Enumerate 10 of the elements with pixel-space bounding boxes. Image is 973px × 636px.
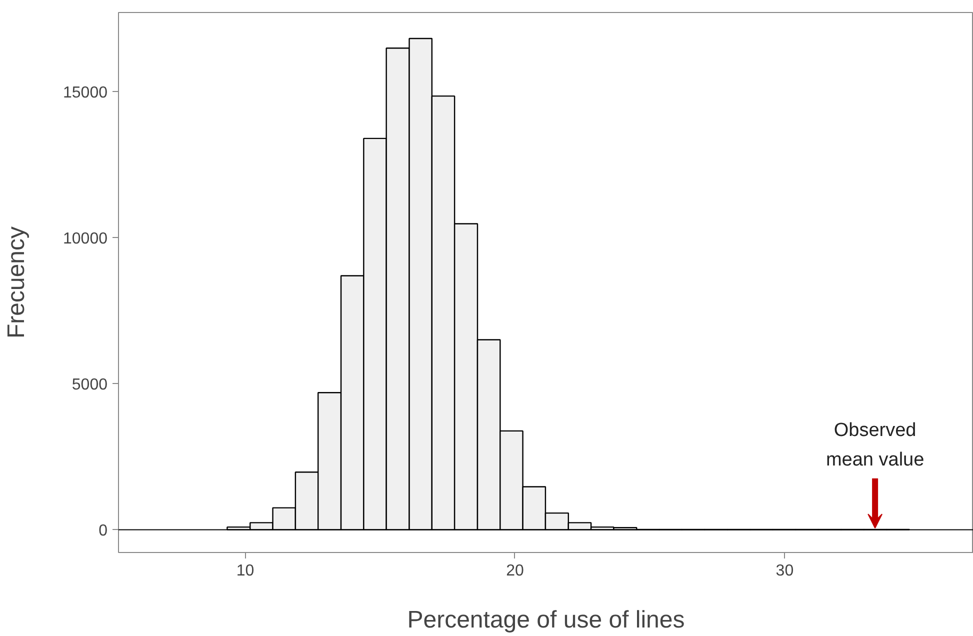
y-axis-title: Frecuency	[3, 226, 30, 339]
y-tick-label: 0	[98, 522, 108, 540]
y-tick-label: 5000	[72, 376, 108, 394]
annotation: Observed mean value	[826, 420, 924, 470]
x-axis-title: Percentage of use of lines	[407, 606, 685, 634]
y-tick-label: 10000	[63, 230, 108, 248]
y-tick-label: 15000	[63, 84, 108, 102]
x-tick-label: 20	[506, 562, 524, 580]
x-tick-label: 30	[776, 562, 794, 580]
x-tick-label: 10	[236, 562, 254, 580]
